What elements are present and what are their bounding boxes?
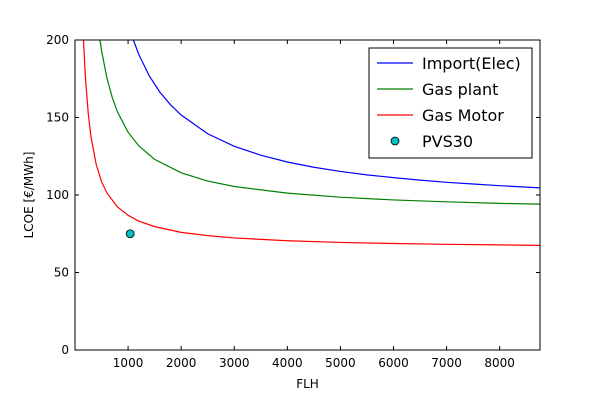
x-tick-label: 3000 (219, 356, 250, 370)
legend-swatch-marker (390, 136, 400, 146)
legend-label: Gas plant (422, 80, 498, 99)
y-tick-label: 150 (46, 111, 69, 125)
legend-label: Gas Motor (422, 106, 504, 125)
series-line-gas-plant (99, 40, 540, 205)
x-tick-label: 1000 (113, 356, 144, 370)
series-line-import-elec (132, 40, 540, 189)
data-point-pvs30 (125, 229, 135, 239)
legend-label: PVS30 (422, 132, 473, 151)
y-tick-label: 200 (46, 33, 69, 47)
y-axis-title: LCOE [€/MWh] (22, 152, 36, 239)
y-tick-label: 0 (61, 343, 69, 357)
x-tick-label: 4000 (272, 356, 303, 370)
y-tick-label: 50 (54, 266, 69, 280)
series-layer (82, 40, 540, 246)
x-tick-label: 2000 (166, 356, 197, 370)
x-tick-label: 7000 (431, 356, 462, 370)
legend-label: Import(Elec) (422, 54, 521, 73)
y-tick-label: 100 (46, 188, 69, 202)
legend: Import(Elec) Gas plant Gas Motor PVS30 (368, 47, 533, 159)
ticks-layer: 1000 2000 3000 4000 5000 6000 7000 8000 0 50 100 15… (46, 33, 540, 370)
x-tick-label: 6000 (378, 356, 409, 370)
x-tick-label: 5000 (325, 356, 356, 370)
x-axis-title: FLH (296, 377, 319, 391)
series-line-gas-motor (82, 40, 540, 246)
x-tick-label: 8000 (484, 356, 515, 370)
